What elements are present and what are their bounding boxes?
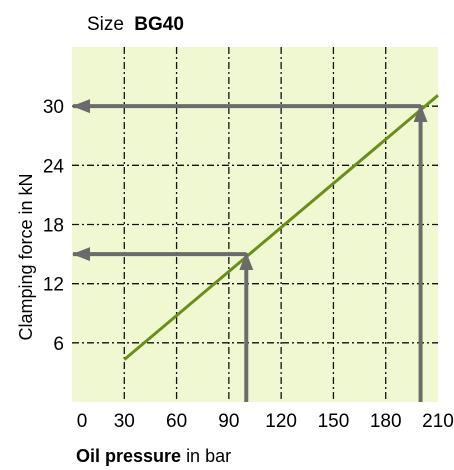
reading-arrows (72, 99, 428, 402)
x-tick-label: 60 (166, 411, 187, 432)
x-tick-label: 150 (318, 411, 350, 432)
x-tick-label: 210 (422, 411, 454, 432)
y-tick-label: 12 (43, 275, 64, 296)
x-axis-ticks: 0 30 60 90 120 150 180 210 (77, 411, 454, 432)
chart-title-prefix: Size (87, 14, 124, 35)
x-axis-label-bold: Oil pressure (76, 446, 181, 466)
y-axis-label: Clamping force in kN (16, 173, 36, 340)
chart-title-size: BG40 (134, 14, 184, 35)
chart-title: Size BG40 (87, 14, 184, 35)
y-axis-ticks: 6 12 18 24 30 (43, 97, 65, 355)
x-tick-label: 30 (114, 411, 135, 432)
x-tick-label: 90 (218, 411, 239, 432)
x-tick-label: 180 (370, 411, 402, 432)
x-axis-label-unit: in bar (186, 446, 231, 466)
y-tick-label: 24 (43, 156, 65, 177)
y-tick-label: 30 (43, 97, 64, 118)
y-tick-label: 18 (43, 216, 64, 237)
x-axis-label: Oil pressure in bar (76, 446, 231, 466)
y-tick-label: 6 (53, 334, 64, 355)
series-layer (123, 94, 439, 361)
series-line (123, 94, 439, 361)
x-tick-label: 0 (77, 411, 88, 432)
x-tick-label: 120 (265, 411, 297, 432)
